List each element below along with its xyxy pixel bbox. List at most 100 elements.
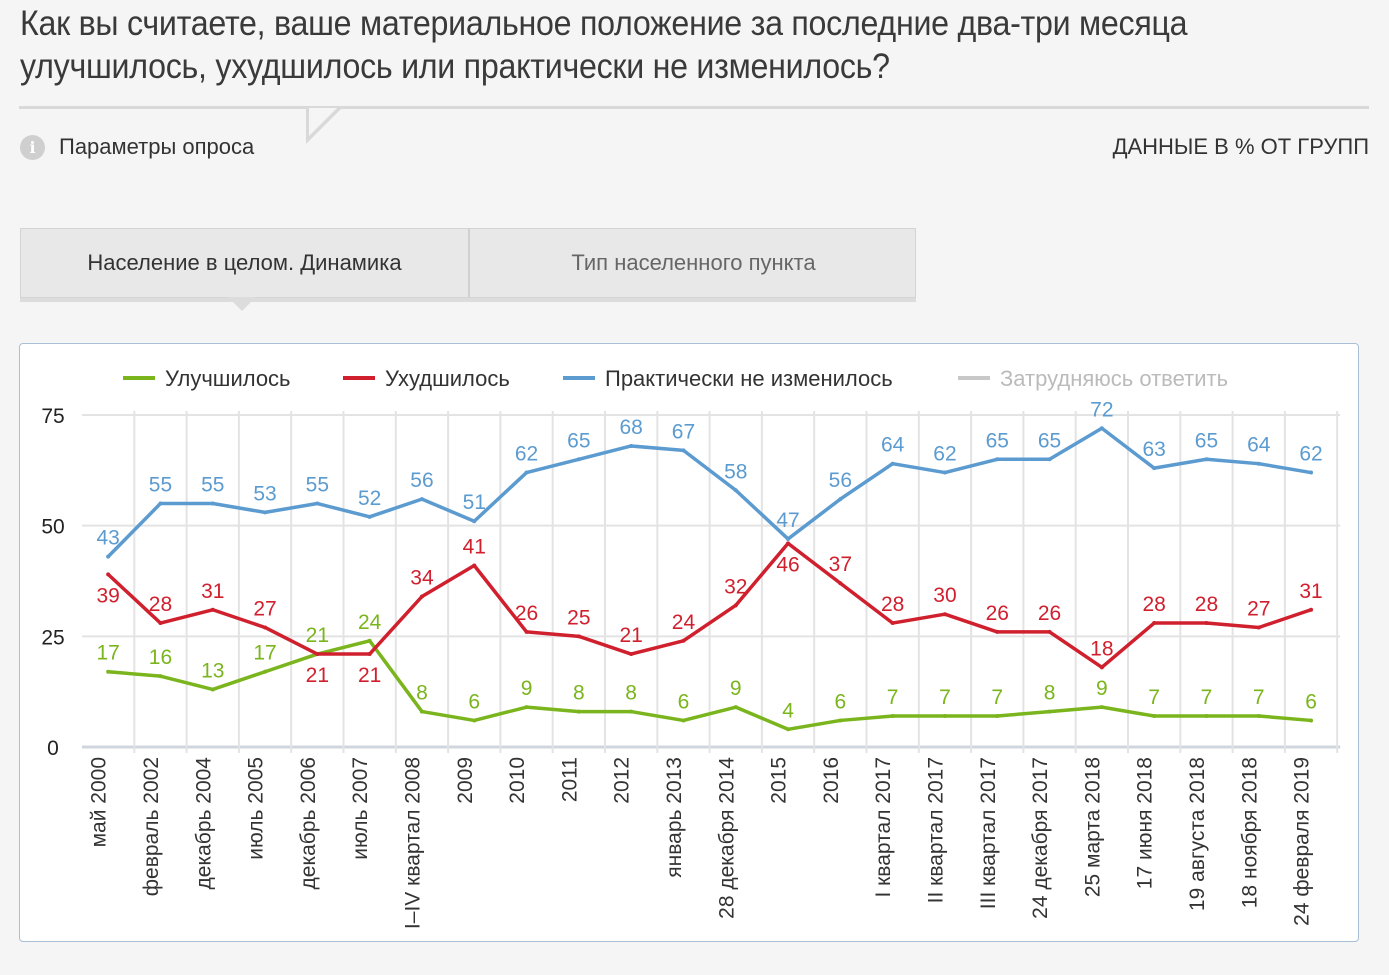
data-label: 9 xyxy=(1096,677,1108,700)
data-point xyxy=(733,488,738,493)
data-label: 62 xyxy=(1299,443,1322,466)
data-point xyxy=(210,501,215,506)
x-tick-label: I–IV квартал 2008 xyxy=(401,757,424,929)
data-label: 34 xyxy=(410,566,434,589)
data-label: 51 xyxy=(463,491,486,514)
survey-params-label: Параметры опроса xyxy=(59,134,255,159)
survey-params-link[interactable]: i Параметры опроса xyxy=(20,134,254,160)
data-label: 52 xyxy=(358,487,381,510)
x-tick-label: 18 ноября 2018 xyxy=(1238,757,1261,908)
data-label: 72 xyxy=(1090,398,1113,421)
data-label: 26 xyxy=(1038,602,1061,625)
legend-item[interactable]: Улучшилось xyxy=(165,366,291,391)
data-point xyxy=(106,572,111,577)
data-label: 65 xyxy=(1195,429,1218,452)
data-label: 7 xyxy=(1148,686,1160,709)
x-tick-label: 2010 xyxy=(506,757,529,804)
data-label: 21 xyxy=(306,624,329,647)
data-label: 24 xyxy=(672,611,696,634)
data-label: 8 xyxy=(625,682,637,705)
data-point xyxy=(942,714,947,719)
data-point xyxy=(315,652,320,657)
data-point xyxy=(890,714,895,719)
data-label: 41 xyxy=(463,536,486,559)
data-point xyxy=(106,554,111,559)
data-label: 46 xyxy=(776,553,799,576)
divider-notch-inner xyxy=(309,108,337,136)
data-point xyxy=(419,594,424,599)
data-label: 6 xyxy=(1305,690,1317,713)
data-point xyxy=(1047,457,1052,462)
data-point xyxy=(524,470,529,475)
data-point xyxy=(1099,705,1104,710)
data-point xyxy=(681,638,686,643)
info-icon: i xyxy=(20,134,45,160)
data-label: 47 xyxy=(776,509,799,532)
data-point xyxy=(315,501,320,506)
data-point xyxy=(786,727,791,732)
data-point xyxy=(1256,461,1261,466)
data-point xyxy=(1152,714,1157,719)
data-point xyxy=(1309,607,1314,612)
chart-panel xyxy=(19,343,1359,942)
data-label: 24 xyxy=(358,611,382,634)
data-label: 64 xyxy=(1247,434,1271,457)
legend-item[interactable]: Затрудняюсь ответить xyxy=(1000,366,1228,391)
data-point xyxy=(1047,709,1052,714)
x-tick-label: 24 февраля 2019 xyxy=(1291,757,1314,926)
data-point xyxy=(942,470,947,475)
data-point xyxy=(995,457,1000,462)
legend-item[interactable]: Практически не изменилось xyxy=(605,366,893,391)
active-tab-pointer xyxy=(228,297,256,311)
data-point xyxy=(1047,629,1052,634)
data-point xyxy=(524,629,529,634)
data-point xyxy=(942,612,947,617)
data-label: 6 xyxy=(835,690,847,713)
tab-settlement-type[interactable]: Тип населенного пункта xyxy=(468,229,917,297)
x-tick-label: III квартал 2017 xyxy=(977,757,1000,909)
legend-item[interactable]: Ухудшилось xyxy=(385,366,510,391)
data-label: 18 xyxy=(1090,637,1113,660)
data-point xyxy=(1309,718,1314,723)
data-point xyxy=(210,687,215,692)
data-label: 30 xyxy=(933,584,956,607)
data-point xyxy=(158,501,163,506)
x-tick-label: июль 2007 xyxy=(349,757,372,860)
data-label: 58 xyxy=(724,460,747,483)
data-point xyxy=(472,563,477,568)
y-tick-label: 0 xyxy=(47,737,59,760)
data-label: 56 xyxy=(410,469,433,492)
y-tick-label: 50 xyxy=(41,516,64,539)
data-label: 8 xyxy=(416,682,428,705)
data-point xyxy=(576,457,581,462)
data-label: 7 xyxy=(1253,686,1265,709)
data-label: 4 xyxy=(782,699,794,722)
x-tick-label: июль 2005 xyxy=(245,757,268,860)
data-label: 27 xyxy=(1247,597,1270,620)
divider xyxy=(19,106,1369,109)
data-label: 28 xyxy=(1142,593,1165,616)
x-tick-label: декабрь 2006 xyxy=(297,757,320,889)
data-point xyxy=(629,443,634,448)
page-title: Как вы считаете, ваше материальное полож… xyxy=(20,4,1188,86)
data-label: 28 xyxy=(1195,593,1218,616)
data-point xyxy=(367,638,372,643)
x-tick-label: 17 июня 2018 xyxy=(1134,757,1157,889)
data-point xyxy=(1256,714,1261,719)
data-label: 28 xyxy=(881,593,904,616)
data-label: 31 xyxy=(201,580,224,603)
data-label: 26 xyxy=(515,602,538,625)
data-label: 55 xyxy=(149,474,172,497)
data-label: 17 xyxy=(253,642,276,665)
series-line xyxy=(106,541,1312,670)
data-point xyxy=(681,718,686,723)
x-tick-label: 19 августа 2018 xyxy=(1186,757,1209,911)
data-point xyxy=(1099,665,1104,670)
data-label: 7 xyxy=(939,686,951,709)
data-point xyxy=(263,669,268,674)
tab-population-dynamics[interactable]: Население в целом. Динамика xyxy=(87,250,402,275)
data-label: 27 xyxy=(253,597,276,620)
data-point xyxy=(1309,470,1314,475)
data-label: 13 xyxy=(201,659,224,682)
